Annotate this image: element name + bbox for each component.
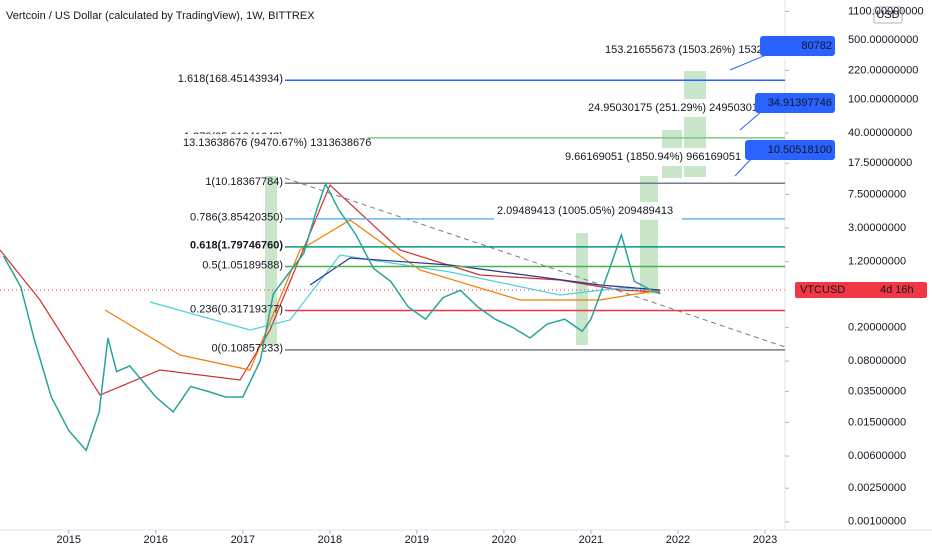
y-tick-label: 0.00600000: [848, 450, 906, 462]
annotation-bg: [494, 202, 682, 220]
fib-label: 0.618(1.79746760): [190, 240, 283, 252]
currency-box[interactable]: [873, 6, 903, 24]
y-tick-label: 0.08000000: [848, 355, 906, 367]
y-tick-label: 0.20000000: [848, 321, 906, 333]
fib-label: 1(10.18367784): [205, 176, 283, 188]
annotation-bg: [602, 41, 790, 59]
annotation: 9.66169051 (1850.94%) 966169051: [565, 151, 741, 163]
y-tick-label: 0.00100000: [848, 516, 906, 528]
projection-box: [640, 176, 658, 294]
symbol-label-box: [795, 282, 927, 298]
y-tick-label: 7.50000000: [848, 188, 906, 200]
price-label-box: [755, 93, 835, 113]
projection-box: [265, 176, 277, 346]
x-tick-label: 2021: [579, 534, 603, 546]
price-label: 34.91397746: [768, 97, 832, 109]
countdown: 4d 16h: [880, 284, 914, 296]
x-tick-label: 2019: [405, 534, 429, 546]
x-tick-label: 2017: [231, 534, 255, 546]
x-tick-label: 2016: [144, 534, 168, 546]
fib-label: 0(0.10857233): [211, 343, 283, 355]
x-tick-label: 2020: [492, 534, 516, 546]
x-tick-label: 2015: [57, 534, 81, 546]
fib-label: 0.236(0.31719377): [190, 303, 283, 315]
y-tick-label: 0.01500000: [848, 416, 906, 428]
trend-line: [284, 177, 786, 348]
y-tick-label: 3.00000000: [848, 222, 906, 234]
price-label-pointer: [729, 54, 767, 71]
price-label-box: [745, 140, 835, 160]
x-tick-label: 2022: [666, 534, 690, 546]
chart-title: Vertcoin / US Dollar (calculated by Trad…: [6, 10, 315, 22]
annotation-bg: [180, 134, 368, 152]
x-tick-label: 2018: [318, 534, 342, 546]
annotation-bg: [562, 148, 750, 166]
fib-label: 1.618(168.45143934): [178, 73, 283, 85]
price-label: 10.50518100: [768, 144, 832, 156]
y-tick-label: 500.00000000: [848, 34, 918, 46]
fib-label: 0.5(1.05189588): [202, 259, 283, 271]
y-tick-label: 100.00000000: [848, 93, 918, 105]
y-tick-label: 17.50000000: [848, 157, 912, 169]
y-tick-label: 1100.00000000: [848, 5, 924, 17]
annotation: 2.09489413 (1005.05%) 209489413: [497, 205, 673, 217]
symbol-label: VTCUSD: [800, 284, 845, 296]
moving-average: [149, 254, 661, 331]
price-label-pointer: [739, 111, 762, 131]
y-tick-label: 1.20000000: [848, 256, 906, 268]
annotation: 153.21655673 (1503.26%) 15321655673: [605, 44, 806, 56]
price-label: 80782: [801, 40, 832, 52]
x-tick-label: 2023: [753, 534, 777, 546]
annotation: 24.95030175 (251.29%) 2495030175: [588, 102, 770, 114]
annotation-bg: [585, 99, 773, 117]
y-tick-label: 0.00250000: [848, 482, 906, 494]
annotation: 13.13638676 (9470.67%) 1313638676: [183, 137, 371, 149]
price-label-box: [760, 36, 835, 56]
y-tick-label: 220.00000000: [848, 64, 918, 76]
price-label-pointer: [734, 158, 752, 177]
price-series: [2, 181, 661, 452]
moving-average: [104, 219, 661, 371]
projection-box: [576, 233, 588, 345]
currency: USD: [876, 9, 899, 21]
y-tick-label: 0.03500000: [848, 385, 906, 397]
fib-label: 0.786(3.85420350): [190, 212, 283, 224]
y-tick-label: 40.00000000: [848, 127, 912, 139]
